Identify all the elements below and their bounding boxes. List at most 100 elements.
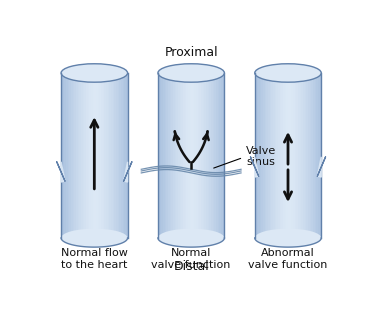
Bar bbox=[286, 73, 288, 238]
Ellipse shape bbox=[61, 64, 128, 82]
Bar bbox=[93, 73, 94, 238]
Bar bbox=[83, 73, 84, 238]
Bar bbox=[106, 73, 108, 238]
Bar bbox=[204, 73, 206, 238]
Bar bbox=[258, 73, 260, 238]
Bar bbox=[214, 73, 216, 238]
Bar bbox=[171, 73, 173, 238]
Bar bbox=[293, 73, 295, 238]
Bar bbox=[203, 73, 204, 238]
Bar bbox=[298, 73, 300, 238]
Bar bbox=[270, 73, 272, 238]
Bar bbox=[61, 73, 63, 238]
Bar bbox=[255, 73, 256, 238]
Bar bbox=[79, 73, 81, 238]
Bar bbox=[311, 73, 313, 238]
Bar bbox=[216, 73, 218, 238]
Bar bbox=[66, 73, 68, 238]
Bar bbox=[114, 73, 116, 238]
Bar bbox=[90, 73, 91, 238]
Bar bbox=[280, 73, 281, 238]
Bar bbox=[168, 73, 170, 238]
Bar bbox=[96, 73, 98, 238]
Bar bbox=[84, 73, 86, 238]
Bar bbox=[221, 73, 223, 238]
Bar bbox=[266, 73, 268, 238]
Bar bbox=[166, 73, 168, 238]
Bar bbox=[183, 73, 185, 238]
Bar bbox=[113, 73, 114, 238]
Polygon shape bbox=[317, 157, 326, 177]
Bar bbox=[176, 73, 178, 238]
Bar bbox=[211, 73, 213, 238]
Bar bbox=[213, 73, 214, 238]
Bar bbox=[124, 73, 126, 238]
Bar bbox=[198, 73, 200, 238]
Bar bbox=[265, 73, 266, 238]
Bar bbox=[260, 73, 261, 238]
Bar bbox=[108, 73, 109, 238]
Bar bbox=[185, 73, 186, 238]
Polygon shape bbox=[250, 157, 258, 177]
Bar bbox=[78, 73, 79, 238]
Bar bbox=[256, 73, 258, 238]
Bar bbox=[193, 73, 194, 238]
Bar bbox=[278, 73, 280, 238]
Bar bbox=[158, 73, 160, 238]
Bar bbox=[121, 73, 123, 238]
Bar bbox=[116, 73, 117, 238]
Bar bbox=[188, 73, 189, 238]
Text: Proximal: Proximal bbox=[164, 46, 218, 59]
Bar bbox=[103, 73, 104, 238]
Bar bbox=[69, 73, 71, 238]
Bar bbox=[303, 73, 305, 238]
Bar bbox=[109, 73, 111, 238]
Bar bbox=[285, 73, 286, 238]
Bar bbox=[81, 73, 83, 238]
Text: Normal flow
to the heart: Normal flow to the heart bbox=[61, 248, 128, 270]
Bar bbox=[272, 73, 273, 238]
Bar bbox=[71, 73, 73, 238]
Bar bbox=[160, 73, 161, 238]
Bar bbox=[181, 73, 183, 238]
Ellipse shape bbox=[255, 229, 321, 247]
Bar bbox=[261, 73, 263, 238]
Bar bbox=[74, 73, 76, 238]
Ellipse shape bbox=[158, 64, 225, 82]
Bar bbox=[99, 73, 101, 238]
Bar bbox=[191, 73, 193, 238]
Bar bbox=[223, 73, 225, 238]
Bar bbox=[306, 73, 308, 238]
Bar bbox=[200, 73, 201, 238]
Polygon shape bbox=[57, 162, 65, 182]
Bar bbox=[173, 73, 175, 238]
Bar bbox=[161, 73, 163, 238]
Bar bbox=[175, 73, 176, 238]
Bar bbox=[73, 73, 74, 238]
Bar bbox=[196, 73, 198, 238]
Bar bbox=[313, 73, 314, 238]
Bar bbox=[218, 73, 219, 238]
Bar bbox=[296, 73, 298, 238]
Bar bbox=[288, 73, 290, 238]
Bar bbox=[163, 73, 164, 238]
Text: Normal
valve function: Normal valve function bbox=[151, 248, 231, 270]
Bar bbox=[65, 73, 66, 238]
Bar bbox=[98, 73, 99, 238]
Bar bbox=[194, 73, 196, 238]
Text: Valve
sinus: Valve sinus bbox=[214, 146, 276, 168]
Bar bbox=[314, 73, 316, 238]
Bar bbox=[126, 73, 128, 238]
Bar bbox=[178, 73, 179, 238]
Bar bbox=[164, 73, 166, 238]
Text: Distal: Distal bbox=[173, 260, 209, 273]
Bar bbox=[68, 73, 69, 238]
Polygon shape bbox=[124, 162, 132, 182]
Bar bbox=[268, 73, 270, 238]
Bar bbox=[219, 73, 221, 238]
Bar bbox=[300, 73, 301, 238]
Bar bbox=[320, 73, 321, 238]
Bar bbox=[283, 73, 285, 238]
Bar bbox=[281, 73, 283, 238]
Bar bbox=[263, 73, 265, 238]
